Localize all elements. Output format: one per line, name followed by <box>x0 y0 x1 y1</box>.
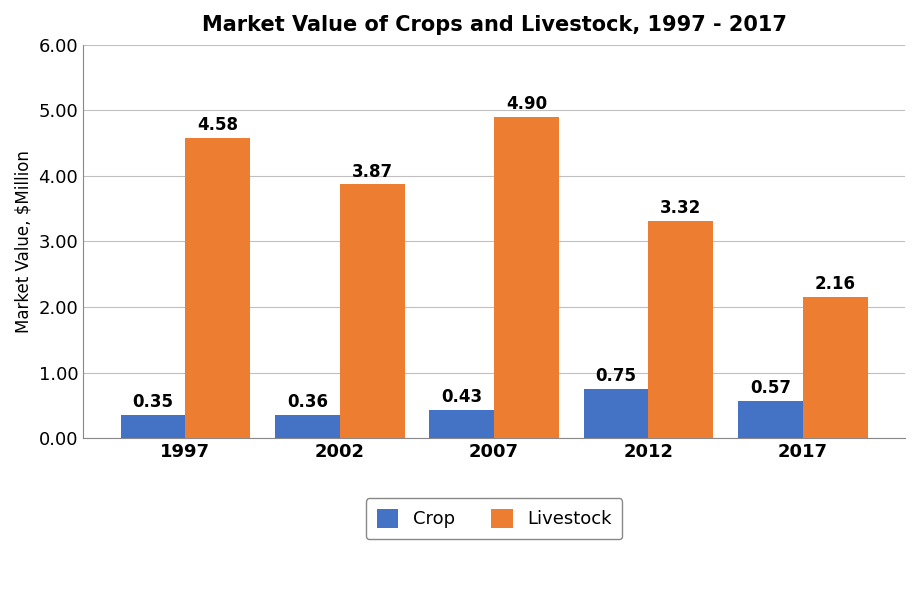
Text: 3.32: 3.32 <box>660 198 700 217</box>
Text: 0.57: 0.57 <box>749 379 790 397</box>
Bar <box>120 415 185 438</box>
Text: 0.35: 0.35 <box>132 393 174 411</box>
Bar <box>275 414 339 438</box>
Bar <box>802 297 867 438</box>
Text: 2.16: 2.16 <box>814 275 855 292</box>
Text: 3.87: 3.87 <box>351 163 392 181</box>
Bar <box>429 410 494 438</box>
Y-axis label: Market Value, $Million: Market Value, $Million <box>15 150 33 333</box>
Bar <box>185 138 250 438</box>
Bar <box>339 185 404 438</box>
Title: Market Value of Crops and Livestock, 1997 - 2017: Market Value of Crops and Livestock, 199… <box>201 15 786 35</box>
Text: 0.43: 0.43 <box>440 388 482 406</box>
Bar <box>648 221 712 438</box>
Text: 4.90: 4.90 <box>505 95 547 113</box>
Bar <box>494 117 559 438</box>
Bar <box>583 389 648 438</box>
Text: 0.75: 0.75 <box>595 367 636 385</box>
Text: 0.36: 0.36 <box>287 392 327 411</box>
Bar <box>737 401 802 438</box>
Legend: Crop, Livestock: Crop, Livestock <box>366 498 622 539</box>
Text: 4.58: 4.58 <box>197 116 238 134</box>
